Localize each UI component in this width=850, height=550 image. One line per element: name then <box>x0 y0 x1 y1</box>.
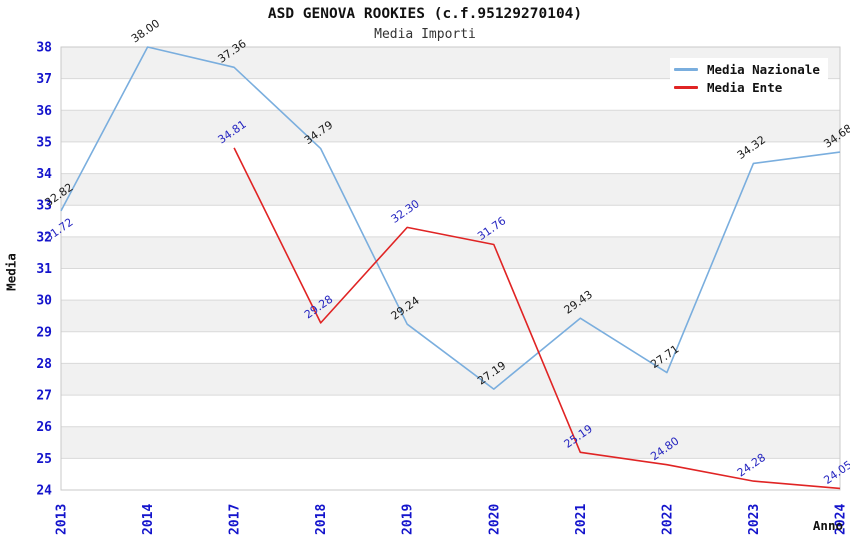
series-line-media-nazionale <box>60 46 841 390</box>
plot-band <box>61 426 840 459</box>
y-tick-label: 35 <box>36 135 52 150</box>
x-tick-label: 2013 <box>55 504 70 535</box>
x-tick-label: 2022 <box>660 504 675 535</box>
x-tick-label: 2014 <box>141 504 156 535</box>
y-tick-label: 38 <box>36 41 52 56</box>
legend-swatch <box>674 67 698 71</box>
plot-band <box>61 110 840 142</box>
y-tick-label: 31 <box>36 262 52 277</box>
y-tick-label: 34 <box>36 167 52 182</box>
y-tick-label: 37 <box>36 72 52 87</box>
legend: Media Nazionale Media Ente <box>670 58 828 100</box>
y-tick-label: 30 <box>36 294 52 309</box>
chart-subtitle: Media Importi <box>374 27 476 42</box>
y-tick-label: 27 <box>36 389 52 404</box>
y-tick-label: 33 <box>36 199 52 214</box>
data-label: 24.05 <box>821 458 850 487</box>
y-tick-label: 32 <box>36 230 52 245</box>
plot-border <box>60 46 841 491</box>
plot-band <box>61 300 840 332</box>
y-tick-label: 24 <box>36 484 52 499</box>
legend-swatch <box>674 85 698 89</box>
x-tick-label: 2021 <box>574 504 589 535</box>
series-line-media-ente <box>233 147 841 490</box>
y-tick-label: 28 <box>36 357 52 372</box>
x-axis-label: Anno <box>812 518 843 533</box>
legend-label: Media Ente <box>707 79 783 95</box>
x-tick-label: 2020 <box>487 504 502 535</box>
y-axis-label: Media <box>3 253 19 291</box>
x-tick-label: 2017 <box>228 504 243 535</box>
x-tick-label: 2018 <box>314 504 329 535</box>
y-tick-label: 26 <box>36 420 52 435</box>
y-tick-label: 25 <box>36 452 52 467</box>
legend-item: Media Ente <box>674 78 820 96</box>
plot-band <box>61 236 840 269</box>
plot-band <box>61 173 840 206</box>
legend-label: Media Nazionale <box>707 61 820 77</box>
x-tick-label: 2023 <box>747 504 762 535</box>
x-tick-label: 2024 <box>834 504 849 535</box>
y-tick-label: 36 <box>36 104 52 119</box>
plot-band <box>61 363 840 396</box>
legend-item: Media Nazionale <box>674 60 820 78</box>
chart-title: ASD GENOVA ROOKIES (c.f.95129270104) <box>267 6 583 22</box>
y-tick-label: 29 <box>36 325 52 340</box>
x-tick-label: 2019 <box>401 504 416 535</box>
